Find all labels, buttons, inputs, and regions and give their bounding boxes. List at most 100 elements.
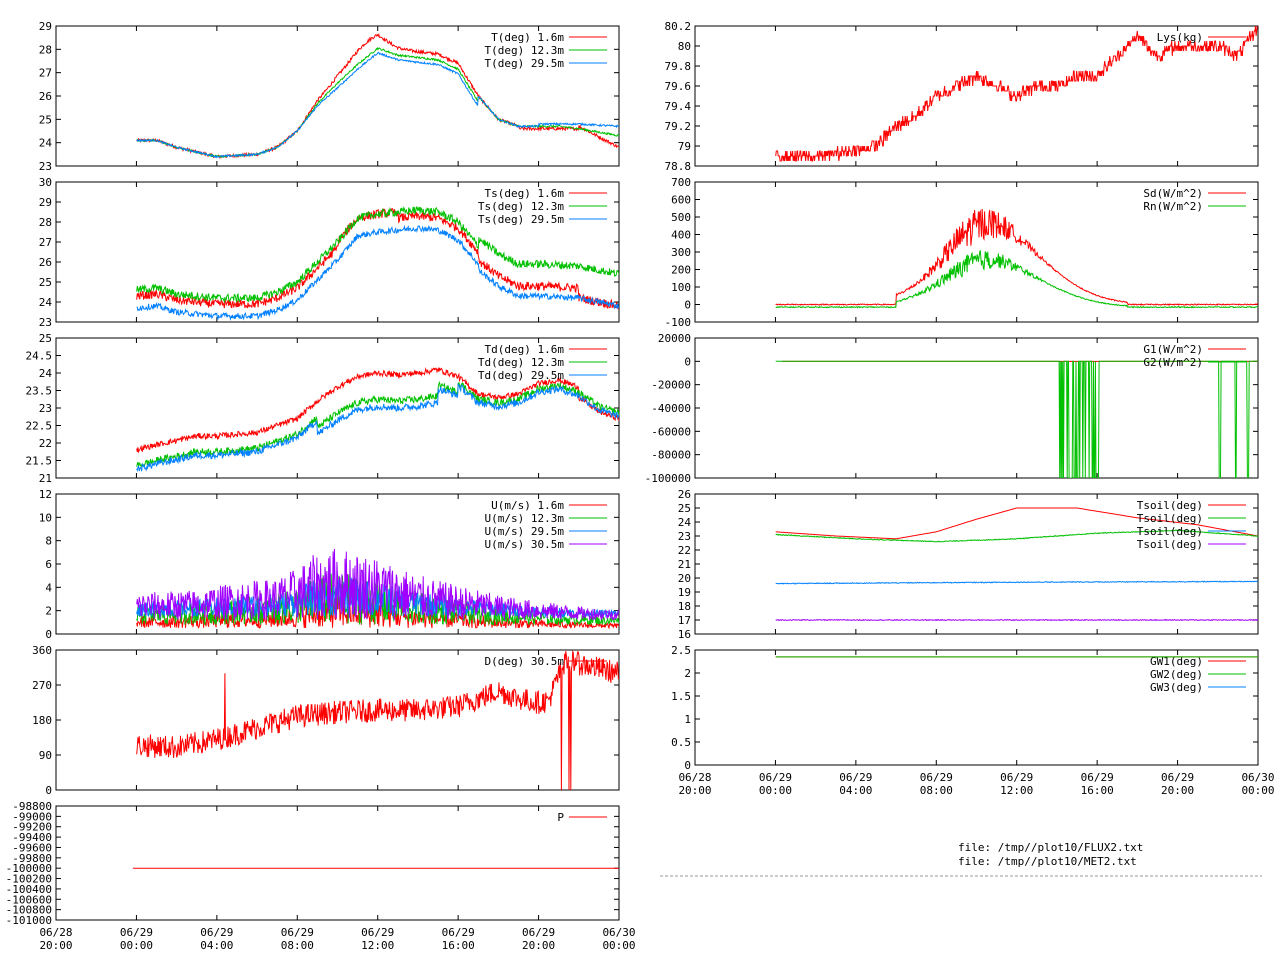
y-tick-label: -100800 <box>6 904 52 917</box>
y-tick-label: -99800 <box>12 852 52 865</box>
panel-p: -101000-100800-100600-100400-100200-1000… <box>6 800 636 952</box>
file-info-flux: file: /tmp//plot10/FLUX2.txt <box>958 841 1144 854</box>
y-tick-label: 360 <box>32 644 52 657</box>
legend-label: P <box>557 811 564 824</box>
y-tick-label: -100200 <box>6 873 52 886</box>
legend-label: Lys(kg) <box>1157 31 1203 44</box>
y-tick-label: 2 <box>684 667 691 680</box>
y-tick-label: 24 <box>39 137 53 150</box>
legend-label: GW3(deg) <box>1150 681 1203 694</box>
y-tick-label: -100 <box>665 316 692 329</box>
y-tick-label: 24 <box>678 516 692 529</box>
y-tick-label: 22 <box>678 544 691 557</box>
y-tick-label: 79.2 <box>665 120 692 133</box>
panel-frame <box>694 649 1259 766</box>
y-tick-label: -98800 <box>12 800 52 813</box>
y-tick-label: 1.5 <box>671 690 691 703</box>
panel-u: 0 2 4 6 8 10 12 U(m/s) 1.6mU(m/s) 12.3mU(m/s) 2… <box>39 488 620 641</box>
legend-label: U(m/s) 29.5m <box>485 525 565 538</box>
y-tick-label: 26 <box>39 256 52 269</box>
legend-label: Rn(W/m^2) <box>1143 200 1203 213</box>
legend-label: T(deg) 29.5m <box>485 57 565 70</box>
series-line-rad-1 <box>775 208 1258 306</box>
y-tick-label: 0 <box>45 628 52 641</box>
x-tick-time: 04:00 <box>839 784 872 797</box>
panel-t: 23 24 25 26 27 28 29 T(deg) 1.6mT(deg) 12.3mT(d… <box>39 20 620 173</box>
y-tick-label: 270 <box>32 679 52 692</box>
y-tick-label: 25 <box>39 276 52 289</box>
series-line-u-4 <box>136 548 619 622</box>
series-line-rad-2 <box>775 250 1258 309</box>
y-tick-label: 90 <box>39 749 52 762</box>
y-tick-label: 80.2 <box>665 20 692 33</box>
y-tick-label: 21 <box>678 558 691 571</box>
y-tick-label: 24 <box>39 367 53 380</box>
y-tick-label: -99600 <box>12 841 52 854</box>
y-tick-label: -99200 <box>12 821 52 834</box>
legend-label: U(m/s) 1.6m <box>491 499 564 512</box>
y-tick-label: 78.8 <box>665 160 692 173</box>
y-tick-label: 26 <box>678 488 691 501</box>
y-tick-label: 2 <box>45 605 52 618</box>
panel-rad: -100 0 100 200 300 400 500 600 700 Sd(W/m^2)Rn(W/… <box>665 176 1259 329</box>
legend-label: Tsoil(deg) <box>1137 499 1203 512</box>
x-tick-date: 06/29 <box>361 926 394 939</box>
y-tick-label: -99400 <box>12 831 52 844</box>
x-tick-date: 06/29 <box>920 771 953 784</box>
x-tick-date: 06/29 <box>442 926 475 939</box>
y-tick-label: 30 <box>39 176 52 189</box>
y-tick-label: -60000 <box>651 425 691 438</box>
x-tick-time: 00:00 <box>602 939 635 952</box>
y-tick-label: 180 <box>32 714 52 727</box>
series-line-d-1 <box>136 650 619 790</box>
series-line-ts-2 <box>136 206 619 304</box>
y-tick-label: 21 <box>39 472 52 485</box>
y-tick-label: 28 <box>39 216 52 229</box>
y-tick-label: 80 <box>678 40 691 53</box>
y-tick-label: 22 <box>39 437 52 450</box>
y-tick-label: 25 <box>678 502 691 515</box>
y-tick-label: 28 <box>39 43 52 56</box>
y-tick-label: 23 <box>39 160 52 173</box>
x-tick-time: 00:00 <box>120 939 153 952</box>
panel-frame <box>55 649 620 791</box>
series-line-g-2 <box>775 360 1258 478</box>
legend-label: Tsoil(deg) <box>1137 525 1203 538</box>
panel-tsoil: 1617181920212223242526Tsoil(deg)Tsoil(de… <box>678 488 1259 641</box>
series-line-tsoil-2 <box>775 529 1258 543</box>
y-tick-label: -99000 <box>12 810 52 823</box>
y-tick-label: 8 <box>45 535 52 548</box>
panel-frame <box>55 181 620 323</box>
y-tick-label: 18 <box>678 600 691 613</box>
legend-label: Ts(deg) 1.6m <box>485 187 565 200</box>
series-line-lys-1 <box>775 26 1258 162</box>
y-tick-label: 24.5 <box>26 350 53 363</box>
x-tick-time: 16:00 <box>442 939 475 952</box>
y-tick-label: 2.5 <box>671 644 691 657</box>
y-tick-label: -20000 <box>651 379 691 392</box>
legend-label: Td(deg) 29.5m <box>478 369 564 382</box>
y-tick-label: -100000 <box>6 862 52 875</box>
y-tick-label: 23 <box>39 402 52 415</box>
y-tick-label: 200 <box>671 264 691 277</box>
x-tick-time: 00:00 <box>759 784 792 797</box>
x-tick-date: 06/29 <box>522 926 555 939</box>
x-tick-time: 20:00 <box>678 784 711 797</box>
panel-lys: 78.8 79 79.2 79.4 79.6 79.8 80 80.2 Lys(kg) <box>665 20 1259 173</box>
x-tick-time: 08:00 <box>281 939 314 952</box>
legend-label: T(deg) 12.3m <box>485 44 565 57</box>
series-line-tsoil-3 <box>775 580 1258 585</box>
y-tick-label: 0 <box>684 759 691 772</box>
legend-label: U(m/s) 30.5m <box>485 538 565 551</box>
x-tick-time: 20:00 <box>522 939 555 952</box>
x-tick-time: 04:00 <box>200 939 233 952</box>
series-line-ts-1 <box>136 207 619 310</box>
x-tick-time: 12:00 <box>1000 784 1033 797</box>
x-tick-date: 06/29 <box>120 926 153 939</box>
y-tick-label: 26 <box>39 90 52 103</box>
y-tick-label: 0.5 <box>671 736 691 749</box>
x-tick-date: 06/28 <box>678 771 711 784</box>
series-line-td-2 <box>136 380 619 468</box>
y-tick-label: 27 <box>39 67 52 80</box>
